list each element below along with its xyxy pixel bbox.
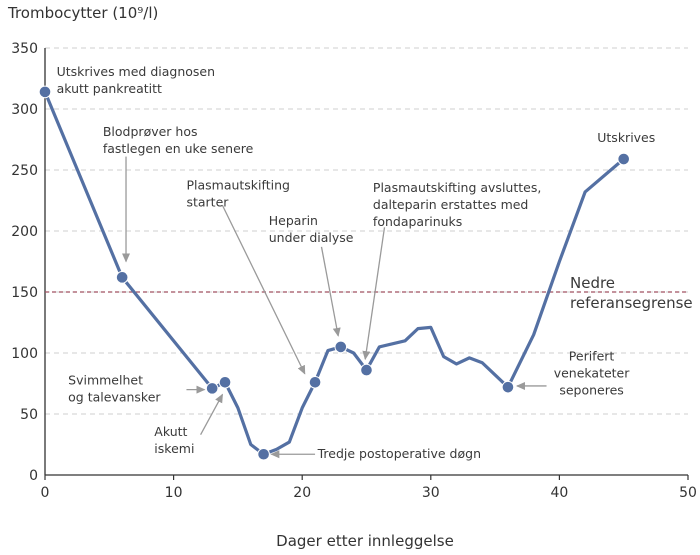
data-point [115,271,129,284]
annotation-text: Perifert [569,348,615,363]
x-tick-label: 10 [165,485,183,501]
annotation-text: Tredje postoperative døgn [317,446,481,461]
annotation-arrow [200,393,224,436]
x-tick-label: 40 [550,485,568,501]
annotation-arrow [320,246,341,337]
annotation-text: akutt pankreatitt [57,81,162,96]
data-point [501,380,515,394]
annotation-arrow [362,227,386,361]
annotation-text: Heparin [269,213,318,228]
y-tick-label: 350 [11,41,38,57]
y-tick-label: 100 [11,346,38,362]
x-tick-label: 0 [41,485,50,501]
annotation-text: dalteparin erstattes med [373,197,528,212]
data-point [257,447,270,461]
annotation-text: Plasmautskifting [186,178,289,193]
annotation-text: fastlegen en uke senere [103,141,254,156]
annotation-text: Blodprøver hos [103,124,198,139]
data-point [205,382,219,395]
annotation-text: fondaparinuks [373,214,462,229]
annotation-text: Utskrives [597,130,655,145]
x-tick-label: 20 [293,485,311,501]
data-point [218,375,232,389]
annotation-text: Plasmautskifting avsluttes, [373,180,541,195]
annotation-arrow [221,205,306,375]
data-point [308,375,322,389]
y-tick-label: 50 [20,407,38,423]
annotation-text: Utskrives med diagnosen [57,64,215,79]
x-tick-label: 50 [679,485,697,501]
data-point [360,363,373,377]
reference-label: referansegrense [570,294,693,312]
annotation-text: iskemi [154,441,194,456]
data-point [334,340,348,354]
annotation-text: venekateter [554,365,631,380]
y-tick-label: 250 [11,163,38,179]
data-point [38,85,52,99]
y-tick-label: 200 [11,224,38,240]
x-axis-label: Dager etter innleggelse [276,532,454,550]
annotation-text: Akutt [154,424,187,439]
y-tick-label: 300 [11,102,38,118]
annotation-text: Svimmelhet [68,373,143,388]
data-point [617,152,631,166]
x-tick-label: 30 [422,485,440,501]
annotation-text: seponeres [559,382,623,397]
y-tick-label: 0 [29,468,38,484]
y-axis-label: Trombocytter (10⁹/l) [7,4,158,22]
annotation-text: under dialyse [269,230,354,245]
reference-label: Nedre [570,274,615,292]
y-tick-label: 150 [11,285,38,301]
annotation-text: starter [186,195,229,210]
annotation-text: og talevansker [68,390,161,405]
